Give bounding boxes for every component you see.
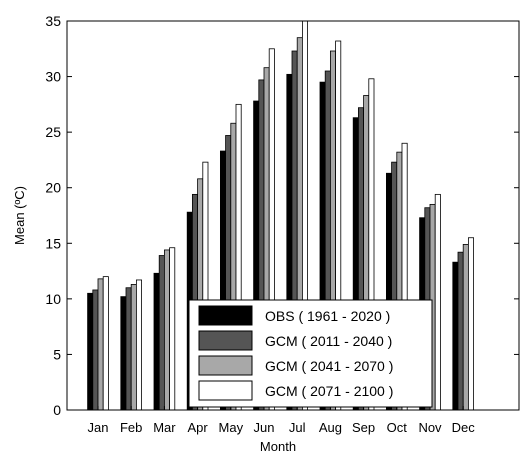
x-tick-label: Feb bbox=[120, 420, 142, 435]
bar-mar-series-4 bbox=[169, 247, 176, 411]
x-tick-label: Jul bbox=[289, 420, 306, 435]
bar-feb-series-1 bbox=[120, 296, 127, 411]
x-tick-label: Dec bbox=[452, 420, 476, 435]
legend-label: GCM ( 2041 - 2070 ) bbox=[265, 358, 393, 374]
y-tick-label: 35 bbox=[45, 13, 61, 29]
legend-swatch bbox=[198, 355, 253, 376]
bar-nov-series-4 bbox=[434, 193, 441, 411]
bar-dec-series-2 bbox=[457, 251, 464, 411]
x-tick-label: Aug bbox=[319, 420, 342, 435]
y-tick-label: 25 bbox=[45, 124, 61, 140]
bar-feb-series-2 bbox=[125, 287, 132, 411]
legend: OBS ( 1961 - 2020 ) GCM ( 2011 - 2040 ) GC… bbox=[188, 299, 433, 408]
legend-swatch bbox=[198, 330, 253, 351]
legend-label: GCM ( 2071 - 2100 ) bbox=[265, 383, 393, 399]
bar-feb-series-4 bbox=[135, 279, 142, 411]
bar-dec-series-3 bbox=[462, 243, 469, 411]
y-tick-label: 15 bbox=[45, 235, 61, 251]
y-tick-label: 5 bbox=[53, 346, 61, 362]
x-tick-label: Jun bbox=[254, 420, 275, 435]
x-tick-label: Apr bbox=[187, 420, 208, 435]
x-tick-label: Mar bbox=[153, 420, 176, 435]
bar-jan-series-2 bbox=[92, 289, 99, 411]
bar-dec-series-1 bbox=[452, 261, 459, 411]
y-tick-label: 30 bbox=[45, 69, 61, 85]
x-tick-label: May bbox=[219, 420, 244, 435]
plot-frame bbox=[66, 20, 520, 411]
x-tick-label: Nov bbox=[418, 420, 442, 435]
y-tick-label: 10 bbox=[45, 291, 61, 307]
bar-jan-series-4 bbox=[102, 276, 109, 411]
legend-swatch bbox=[198, 380, 253, 401]
y-tick-label: 0 bbox=[53, 402, 61, 418]
x-tick-label: Sep bbox=[352, 420, 375, 435]
bar-mar-series-2 bbox=[158, 255, 165, 411]
y-axis-label: Mean (ºC) bbox=[12, 186, 27, 245]
axes-layer: Jan Feb Mar Apr May Jun Jul Aug Sep Oct Nov Dec 0 5 10… bbox=[45, 13, 520, 435]
y-tick-label: 20 bbox=[45, 180, 61, 196]
bar-feb-series-3 bbox=[130, 284, 137, 411]
x-axis-label: Month bbox=[260, 439, 296, 454]
legend-label: OBS ( 1961 - 2020 ) bbox=[265, 308, 390, 324]
legend-swatch bbox=[198, 305, 253, 326]
bar-jan-series-3 bbox=[97, 278, 104, 411]
legend-label: GCM ( 2011 - 2040 ) bbox=[265, 333, 392, 349]
bar-jan-series-1 bbox=[87, 292, 94, 411]
bar-dec-series-4 bbox=[467, 237, 474, 411]
x-tick-label: Jan bbox=[88, 420, 109, 435]
bar-mar-series-3 bbox=[163, 249, 170, 411]
x-tick-label: Oct bbox=[387, 420, 408, 435]
bar-mar-series-1 bbox=[153, 272, 160, 411]
